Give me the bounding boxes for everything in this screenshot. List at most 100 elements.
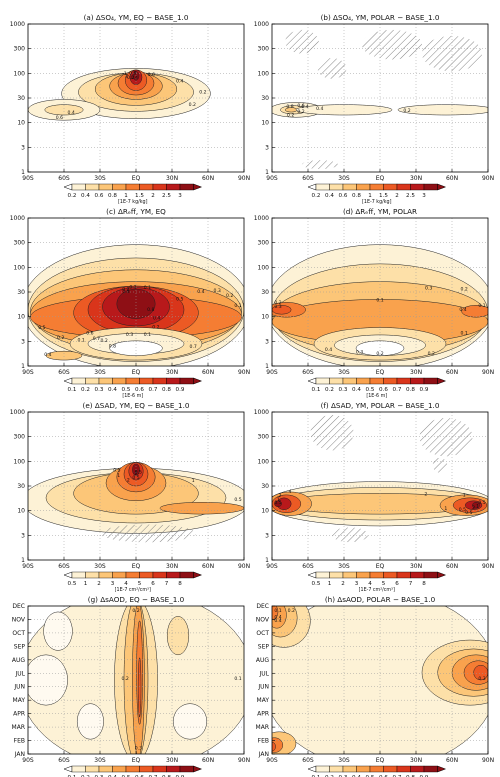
colorbar-swatch (85, 183, 100, 191)
colorbar-label: 6 (151, 581, 155, 587)
colorbar-swatch (179, 183, 194, 191)
colorbar-label: 0.2 (325, 775, 334, 777)
colorbar-swatch (125, 765, 140, 773)
contour-fills (272, 414, 488, 543)
y-tick-label: 1000 (254, 215, 269, 222)
contour-label: 0.1 (478, 303, 485, 309)
hatched-region (100, 524, 196, 543)
contour-label: 0.5 (274, 500, 281, 506)
x-tick-label: 60S (58, 563, 70, 570)
contour-label: 0.4 (459, 307, 466, 313)
x-tick-label: EQ (132, 175, 141, 182)
x-tick-label: 30S (338, 757, 350, 764)
colorbar-swatch (125, 183, 140, 191)
contour-label: 0.6 (297, 103, 304, 109)
y-tick-label: 10 (17, 314, 25, 321)
contour-label: 0.2 (274, 300, 281, 306)
contour-label: 0.4 (197, 289, 204, 295)
colorbar-swatch (152, 377, 167, 385)
panel-title: (d) ΔRₑff, YM, POLAR (343, 207, 417, 216)
colorbar-label: 0.4 (352, 775, 361, 777)
contour-label: 0.5 (465, 510, 472, 516)
panel-title: (e) ΔSAD, YM, EQ − BASE_1.0 (83, 401, 190, 410)
axes: 90S 60S 30S EQ 30N 60N 90N JAN FEB MAR APR MAY JUN JU… (256, 603, 495, 764)
colorbar: 0.1 0.2 0.3 0.4 0.5 0.6 0.7 0.8 0.9 [1E-6 m] (307, 377, 447, 399)
grid-lines (28, 218, 244, 366)
x-tick-label: 30N (166, 369, 178, 376)
colorbar-label: 0.9 (176, 775, 185, 777)
y-tick-label: DEC (256, 603, 269, 610)
colorbar-swatch (179, 377, 194, 385)
x-tick-label: 90N (482, 563, 494, 570)
colorbar-swatch (125, 571, 140, 579)
y-tick-label: OCT (256, 630, 269, 637)
contour-label: 0.4 (176, 79, 183, 85)
x-tick-label: 30S (94, 369, 106, 376)
x-tick-label: EQ (376, 369, 385, 376)
contour-label: 0.2 (101, 338, 108, 344)
contour-label: 0.2 (226, 293, 233, 299)
contour-label: 0.1 (376, 298, 383, 304)
colorbar-swatch (356, 377, 371, 385)
contour-label: 0.4 (44, 352, 51, 358)
y-tick-label: 1 (265, 169, 269, 176)
colorbar-swatch (383, 571, 398, 579)
y-tick-label: 100 (14, 70, 26, 77)
y-tick-label: 30 (261, 483, 269, 490)
axes: 90S 60S 30S EQ 30N 60N 90N JAN FEB MAR APR MAY JUN JU… (12, 603, 251, 764)
y-tick-label: 10 (261, 314, 269, 321)
colorbar-unit: [1E-7 cm²/cm³] (115, 587, 151, 593)
panel-g: (g) ΔsAOD, EQ − BASE_1.0 0.1 0.2 0.2 0.3 90S 6… (12, 595, 251, 777)
panel-title: (c) ΔRₑff, YM, EQ (106, 207, 166, 216)
colorbar-label: 0.8 (406, 775, 415, 777)
colorbar-swatch (71, 183, 86, 191)
contour-label: 0.2 (376, 351, 383, 357)
contour-region (473, 664, 488, 681)
y-tick-label: 300 (258, 240, 270, 247)
colorbar-swatch (152, 183, 167, 191)
contour-label: 0.3 (274, 304, 281, 310)
colorbar-swatch (85, 765, 100, 773)
colorbar-swatch (85, 571, 100, 579)
colorbar-label: 0.1 (68, 387, 77, 393)
colorbar-label: 2.5 (406, 193, 415, 199)
y-tick-label: 100 (258, 264, 270, 271)
panel-h: (h) ΔsAOD, POLAR − BASE_1.00.30.20.10.40… (256, 595, 495, 777)
y-tick-label: 30 (261, 95, 269, 102)
colorbar-swatch (383, 765, 398, 773)
y-tick-label: 1000 (254, 409, 269, 416)
colorbar-label: 1 (124, 193, 128, 199)
colorbar-swatch (396, 183, 411, 191)
y-tick-label: JAN (258, 751, 269, 758)
colorbar-swatch (383, 183, 398, 191)
colorbar-arrow-low (63, 765, 73, 773)
y-tick-label: 3 (265, 338, 269, 345)
y-tick-label: MAR (12, 724, 25, 731)
axes: 90S 60S 30S EQ 30N 60N 90N 1 3 10 30 100 300 1000 (254, 215, 494, 376)
contour-label: 0.8 (129, 70, 136, 76)
contour-labels: 0.10.20.30.10.20.30.40.4 0.3 0.2 0.20.1 (274, 285, 485, 357)
contour-label: 0.5 (113, 468, 120, 474)
x-tick-label: 60S (58, 757, 70, 764)
contour-label: 0.2 (428, 351, 435, 357)
colorbar-swatch (329, 183, 344, 191)
x-tick-label: 60N (202, 369, 214, 376)
contour-label: 2 (125, 74, 128, 80)
contour-label: 0.4 (274, 614, 281, 620)
y-tick-label: 100 (258, 70, 270, 77)
hatched-region (310, 414, 354, 451)
colorbar-label: 0.1 (312, 387, 321, 393)
x-tick-label: 30S (94, 563, 106, 570)
contour-label: 1 (476, 504, 479, 510)
colorbar-swatch (356, 183, 371, 191)
contour-label: 2 (135, 471, 138, 477)
contour-label: 1 (277, 497, 280, 503)
colorbar-arrow-high (193, 377, 203, 385)
contour-label: 0.1 (78, 338, 85, 344)
colorbar-swatch (112, 765, 127, 773)
colorbar-arrow-high (193, 183, 203, 191)
colorbar-label: 5 (382, 581, 386, 587)
y-tick-label: 1000 (10, 21, 25, 28)
